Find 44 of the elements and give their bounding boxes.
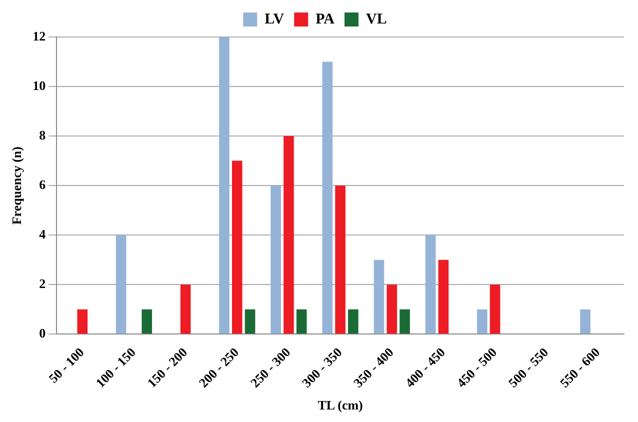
bar [284, 136, 294, 334]
bar [219, 37, 230, 334]
y-tick-label: 2 [39, 276, 46, 291]
x-tick-label: 550 - 600 [556, 344, 603, 390]
y-tick-label: 0 [39, 325, 46, 340]
y-tick-label: 10 [32, 78, 46, 93]
bar [438, 260, 449, 334]
legend-label: VL [366, 11, 387, 28]
x-tick-label: 500 - 550 [505, 344, 552, 390]
y-tick-label: 8 [39, 127, 46, 142]
x-tick-label: 100 - 150 [92, 344, 138, 390]
x-tick-label: 200 - 250 [196, 344, 242, 390]
bar [580, 309, 590, 334]
x-tick-label: 400 - 450 [402, 344, 448, 390]
bar [386, 284, 398, 334]
bar [425, 235, 436, 334]
bar [180, 284, 191, 334]
bar [116, 235, 126, 334]
y-tick-label: 12 [32, 28, 46, 44]
bar [244, 309, 256, 334]
x-tick-label: 50 - 100 [46, 344, 87, 386]
bar [322, 62, 333, 334]
y-axis-title: Frequency (n) [9, 146, 24, 225]
bar [374, 260, 384, 334]
bar [490, 284, 500, 334]
x-axis-title: TL (cm) [318, 398, 363, 413]
bar [142, 309, 152, 334]
legend-label: PA [316, 11, 335, 28]
bar [296, 309, 307, 334]
bar [77, 309, 88, 334]
bar [232, 160, 242, 334]
bar [335, 186, 346, 334]
x-tick-label: 350 - 400 [350, 344, 396, 390]
x-tick-label: 150 - 200 [144, 344, 190, 390]
x-tick-label: 450 - 500 [454, 344, 500, 390]
bar [476, 309, 488, 334]
bar [348, 309, 358, 334]
bar [400, 309, 410, 334]
bar [270, 186, 281, 334]
legend-label: LV [264, 11, 284, 28]
x-tick-label: 300 - 350 [298, 344, 345, 390]
x-tick-label: 250 - 300 [247, 344, 294, 390]
y-tick-label: 4 [39, 226, 46, 242]
y-tick-label: 6 [39, 176, 46, 192]
